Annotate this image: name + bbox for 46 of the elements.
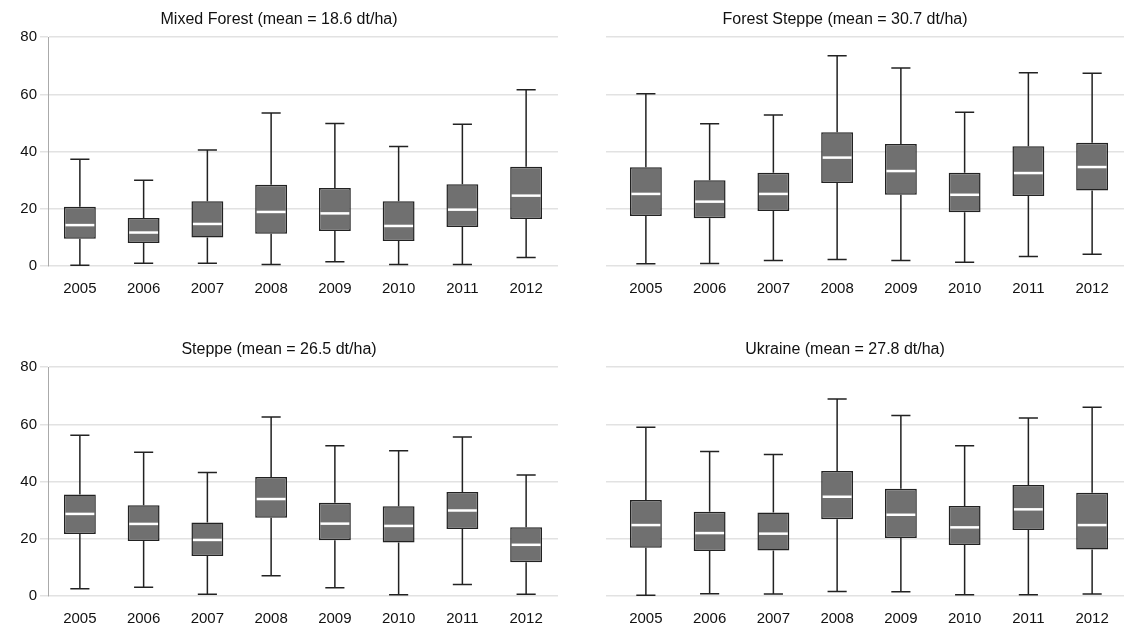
x-tick-label: 2009 [318,279,352,297]
chart-title: Forest Steppe (mean = 30.7 dt/ha) [722,10,968,28]
x-tick-label: 2006 [692,609,727,627]
x-tick-label: 2011 [1012,609,1045,627]
x-tick-label: 2010 [947,609,982,627]
x-tick-label: 2007 [756,279,791,297]
y-tick-label: 0 [28,586,37,604]
x-tick-label: 2012 [509,279,543,297]
x-tick-label: 2005 [629,279,663,297]
x-tick-label: 2011 [446,279,479,297]
x-tick-label: 2010 [381,279,416,297]
x-tick-label: 2008 [820,609,854,627]
y-tick-label: 80 [20,27,37,45]
x-tick-label: 2011 [446,609,479,627]
x-tick-label: 2005 [63,609,97,627]
y-tick-label: 80 [20,357,37,375]
x-tick-label: 2010 [947,279,982,297]
chart-title: Mixed Forest (mean = 18.6 dt/ha) [160,10,398,28]
x-tick-label: 2008 [254,609,288,627]
x-tick-label: 2010 [381,609,416,627]
x-tick-label: 2009 [318,609,352,627]
x-tick-label: 2008 [820,279,854,297]
x-tick-label: 2007 [190,609,225,627]
y-tick-label: 40 [20,141,37,159]
x-tick-label: 2011 [1012,279,1045,297]
x-tick-label: 2006 [126,609,161,627]
y-tick-label: 40 [20,471,37,489]
x-tick-label: 2005 [629,609,663,627]
y-tick-label: 60 [20,84,37,102]
y-tick-label: 20 [20,198,37,216]
x-tick-label: 2005 [63,279,97,297]
x-tick-label: 2006 [692,279,727,297]
chart-title: Steppe (mean = 26.5 dt/ha) [181,340,377,358]
y-tick-label: 20 [20,528,37,546]
x-tick-label: 2012 [1075,609,1109,627]
y-tick-label: 60 [20,414,37,432]
x-tick-label: 2009 [884,609,918,627]
y-tick-label: 0 [28,256,37,274]
x-tick-label: 2009 [884,279,918,297]
x-tick-label: 2012 [509,609,543,627]
x-tick-label: 2006 [126,279,161,297]
x-tick-label: 2012 [1075,279,1109,297]
chart-title: Ukraine (mean = 27.8 dt/ha) [745,340,945,358]
x-tick-label: 2007 [190,279,225,297]
x-tick-label: 2008 [254,279,288,297]
x-tick-label: 2007 [756,609,791,627]
